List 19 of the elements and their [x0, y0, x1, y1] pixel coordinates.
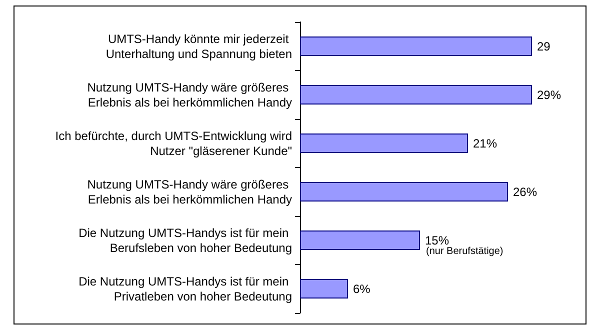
bar: [300, 36, 532, 56]
y-tick-label: Nutzung UMTS-Handy wäre größeres Erlebnis als bei herkömmlichen Handy: [87, 80, 292, 110]
y-tick-label: Die Nutzung UMTS-Handys ist für mein Privatleben von hoher Bedeutung: [78, 274, 292, 304]
bar: [300, 230, 420, 250]
bar: [300, 85, 532, 104]
y-tick-label: Nutzung UMTS-Handy wäre größeres Erlebnis als bei herkömmlichen Handy: [87, 177, 292, 206]
data-label: 26%: [513, 184, 538, 199]
y-tick-label: Die Nutzung UMTS-Handys ist für mein Berufsleben von hoher Bedeutung: [78, 226, 292, 255]
data-label: 15%: [425, 233, 450, 248]
annotation: (nur Berufstätige): [426, 246, 504, 257]
data-label: 6%: [353, 282, 371, 296]
bar: [300, 279, 348, 298]
bar: [300, 182, 508, 202]
bar: [300, 134, 468, 153]
data-label: 29: [537, 39, 551, 54]
y-tick-label: Ich befürchte, durch UMTS-Entwicklung wird Nutzer "gläserener Kunde": [55, 128, 292, 158]
data-label: 21%: [473, 136, 498, 150]
y-tick-label: UMTS-Handy könnte mir jederzeit Unterhaltung und Spannung bieten: [106, 32, 292, 61]
data-label: 29%: [537, 88, 562, 102]
